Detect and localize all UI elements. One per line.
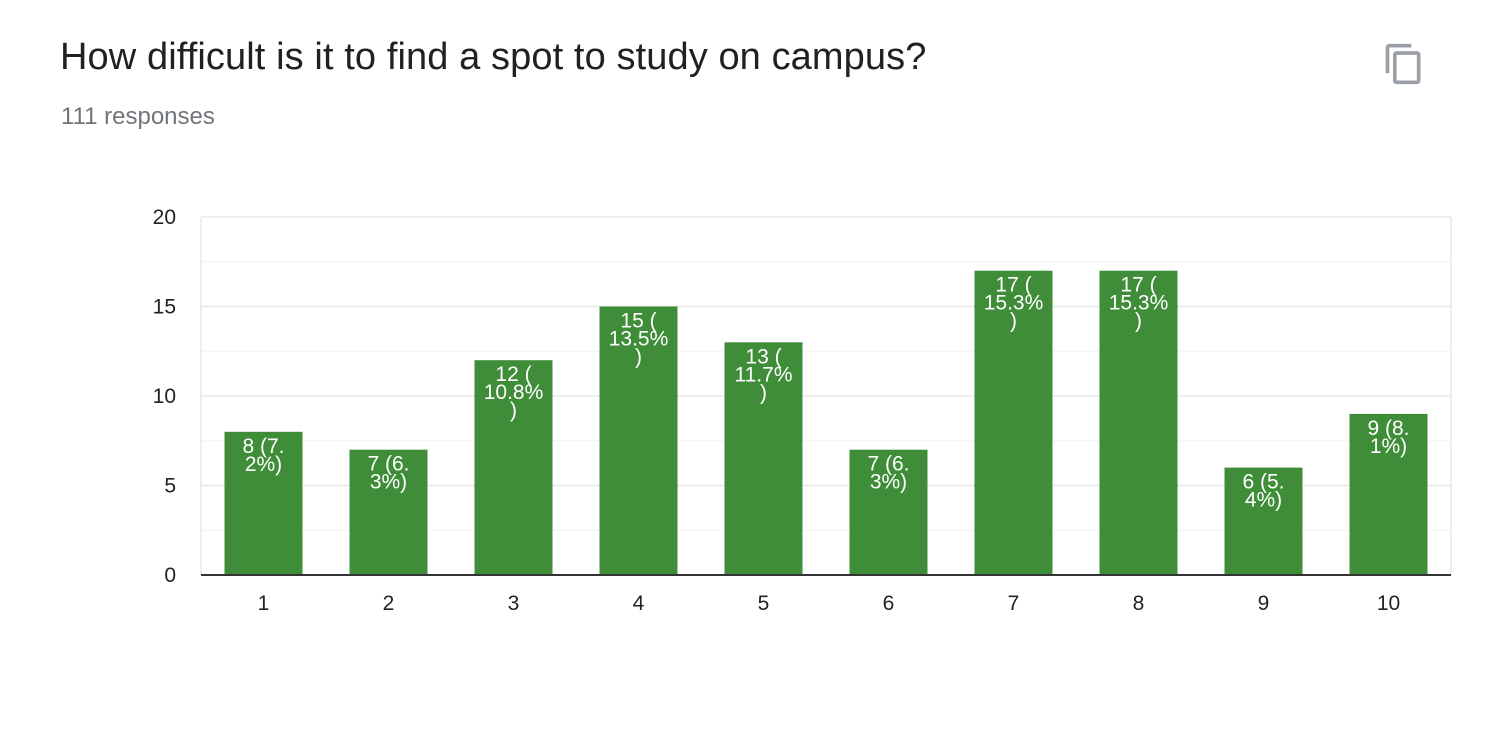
data-label: 9 (8. 1%) xyxy=(1367,417,1409,458)
data-label-line: ) xyxy=(635,346,642,369)
response-count: 111 responses xyxy=(61,103,215,130)
data-label-line: ) xyxy=(510,399,517,422)
x-tick-label: 1 xyxy=(258,592,270,615)
data-label-line: 17 ( xyxy=(1120,274,1156,297)
data-label-line: ) xyxy=(1135,310,1142,333)
bar xyxy=(349,449,428,575)
x-tick-label: 7 xyxy=(1008,592,1020,615)
data-label-line: 9 (8. xyxy=(1367,417,1409,440)
data-label-line: 15.3% xyxy=(984,292,1044,315)
x-tick-label: 2 xyxy=(383,592,395,615)
data-label: 15 (13.5%) xyxy=(609,310,669,369)
data-label: 8 (7. 2%) xyxy=(242,435,284,476)
copy-chart-button[interactable] xyxy=(1382,42,1426,86)
y-tick-label: 10 xyxy=(153,385,176,408)
data-label-line: 3%) xyxy=(370,471,407,494)
question-title: How difficult is it to find a spot to st… xyxy=(60,36,927,78)
data-label-line: 15.3% xyxy=(1109,292,1169,315)
data-label-line: ) xyxy=(760,381,767,404)
data-label: 7 (6. 3%) xyxy=(867,453,909,494)
bar xyxy=(1349,413,1428,575)
data-label: 6 (5. 4%) xyxy=(1242,471,1284,512)
bar xyxy=(1099,270,1178,575)
data-label-line: 4%) xyxy=(1245,489,1282,512)
y-tick-label: 0 xyxy=(164,564,176,587)
data-label: 7 (6. 3%) xyxy=(367,453,409,494)
copy-icon xyxy=(1385,43,1421,85)
bar xyxy=(599,306,678,575)
x-tick-label: 8 xyxy=(1133,592,1145,615)
x-tick-label: 5 xyxy=(758,592,770,615)
data-label: 12 (10.8%) xyxy=(484,363,544,422)
y-tick-label: 5 xyxy=(164,475,176,498)
bar xyxy=(974,270,1053,575)
data-label-line: 1%) xyxy=(1370,435,1407,458)
x-tick-label: 3 xyxy=(508,592,520,615)
data-label-line: 15 ( xyxy=(620,310,656,333)
bar xyxy=(224,431,303,575)
bar xyxy=(724,342,803,575)
data-label-line: 8 (7. xyxy=(242,435,284,458)
data-label-line: 6 (5. xyxy=(1242,471,1284,494)
data-label: 17 (15.3%) xyxy=(984,274,1044,333)
bar xyxy=(474,360,553,575)
data-label: 17 (15.3%) xyxy=(1109,274,1169,333)
data-label: 13 (11.7%) xyxy=(735,345,793,404)
data-label-line: 3%) xyxy=(870,471,907,494)
data-label-line: 10.8% xyxy=(484,381,544,404)
x-tick-label: 6 xyxy=(883,592,895,615)
data-label-line: 7 (6. xyxy=(867,453,909,476)
y-tick-label: 20 xyxy=(153,206,176,229)
data-label-line: 13 ( xyxy=(745,345,781,368)
data-label-line: 13.5% xyxy=(609,328,669,351)
data-label-line: 11.7% xyxy=(735,363,793,386)
bar xyxy=(1224,467,1303,575)
y-tick-label: 15 xyxy=(153,296,176,319)
x-tick-label: 10 xyxy=(1377,592,1400,615)
x-tick-label: 9 xyxy=(1258,592,1270,615)
x-tick-label: 4 xyxy=(633,592,645,615)
data-label-line: ) xyxy=(1010,310,1017,333)
data-label-line: 7 (6. xyxy=(367,453,409,476)
data-label-line: 17 ( xyxy=(995,274,1031,297)
data-label-line: 2%) xyxy=(245,453,282,476)
data-label-line: 12 ( xyxy=(495,363,531,386)
bar xyxy=(849,449,928,575)
